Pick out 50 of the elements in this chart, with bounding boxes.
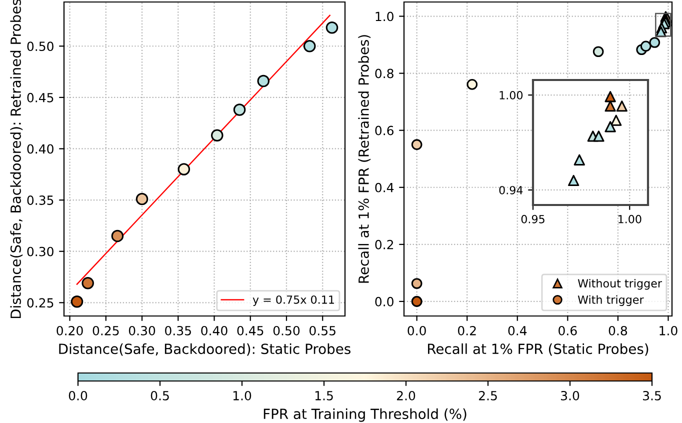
legend-label: Without trigger — [578, 278, 662, 290]
x-tick-label: 0.8 — [608, 326, 628, 336]
y-tick-label: 0.94 — [499, 186, 523, 194]
point — [604, 91, 616, 102]
x-tick-label: 0.40 — [201, 326, 228, 336]
point — [616, 100, 628, 112]
color-bar-label: 2.5 — [478, 390, 497, 400]
x-tick-label: 0.55 — [310, 326, 336, 336]
x-tick-label: 0.50 — [273, 326, 300, 336]
legend-label: With trigger — [578, 295, 644, 306]
x-tick-label: 0.95 — [521, 214, 544, 224]
y-tick-label: 0.50 — [27, 42, 54, 52]
x-tick-label: 0.0 — [408, 326, 426, 336]
color-bar-title: FPR at Training Threshold (%) — [264, 408, 466, 422]
y-tick-label: 0.25 — [27, 298, 54, 308]
point — [568, 174, 580, 186]
x-tick-label: 0.25 — [92, 326, 119, 336]
y-tick-label: 0.2 — [375, 240, 394, 250]
y-tick-label: 1.0 — [376, 12, 394, 22]
y-axis-title: Recall at 1% FPR (Retrained Probes) — [358, 35, 371, 283]
x-tick-label: 0.2 — [458, 326, 476, 336]
color-bar-label: 1.5 — [315, 391, 333, 400]
x-tick-label: 0.30 — [128, 326, 156, 336]
point — [574, 154, 585, 166]
y-tick-label: 0.8 — [375, 68, 394, 78]
y-tick-label: 0.0 — [375, 296, 394, 306]
y-tick-label: 0.40 — [27, 144, 54, 154]
y-tick-label: 0.35 — [27, 196, 54, 205]
y-tick-label: 0.6 — [375, 126, 394, 136]
x-tick-label: 0.20 — [56, 326, 83, 336]
color-bar-label: 0.0 — [68, 390, 88, 400]
x-axis-title: Recall at 1% FPR (Static Probes) — [428, 343, 648, 356]
color-bar-label: 0.5 — [150, 390, 169, 400]
color-bar-label: 3.5 — [643, 390, 661, 400]
x-tick-label: 0.35 — [165, 326, 191, 336]
color-bar-label: 3.0 — [561, 390, 580, 400]
x-tick-label: 0.45 — [237, 326, 264, 336]
y-tick-label: 0.30 — [27, 246, 54, 256]
x-axis-title: Distance(Safe, Backdoored): Static Probes — [59, 343, 350, 356]
x-tick-label: 0.6 — [558, 326, 577, 336]
point — [593, 130, 604, 142]
point — [604, 100, 616, 112]
y-tick-label: 0.4 — [375, 182, 394, 192]
color-bar-label: 2.0 — [396, 390, 416, 400]
point — [604, 121, 616, 132]
color-bar-label: 1.0 — [233, 390, 252, 400]
y-tick-label: 0.45 — [27, 92, 54, 102]
x-tick-label: 1.0 — [660, 326, 678, 336]
point — [610, 114, 622, 126]
legend-label: y = 0.75x 0.11 — [252, 295, 334, 306]
